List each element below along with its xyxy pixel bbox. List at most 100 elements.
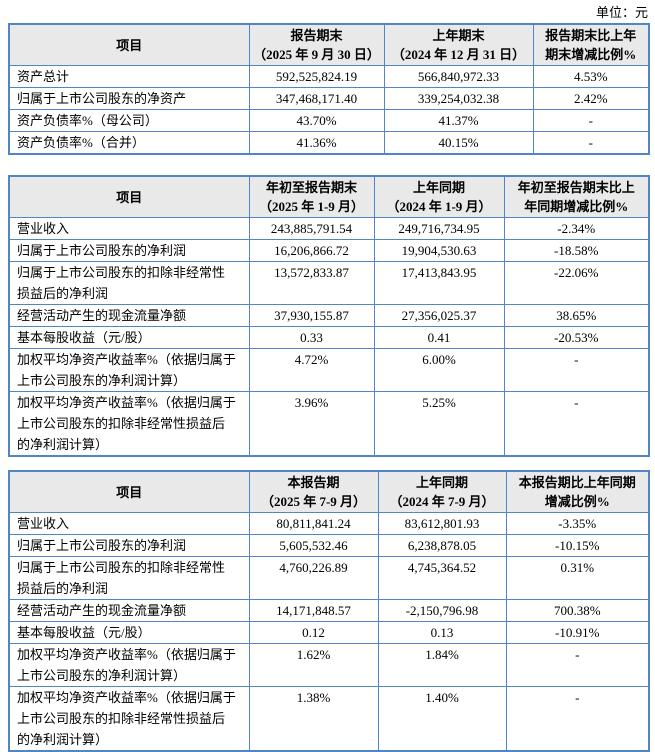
table-row: 归属于上市公司股东的扣除非经常性 损益后的净利润 4,760,226.89 4,74… bbox=[8, 556, 650, 600]
year-to-date-table-container: 项目 年初至报告期末 （2025 年 1-9 月） 上年同期 （2024 年 1-9… bbox=[8, 175, 650, 457]
value-cell: 1.38% bbox=[248, 686, 379, 752]
value-cell: -22.06% bbox=[503, 261, 650, 305]
column-header: 年初至报告期末 （2025 年 1-9 月） bbox=[248, 175, 375, 218]
column-header: 上年同期 （2024 年 1-9 月） bbox=[373, 175, 505, 218]
value-cell: 4.72% bbox=[248, 348, 375, 392]
table-row: 经营活动产生的现金流量净额 14,171,848.57 -2,150,796.98 7… bbox=[8, 599, 650, 622]
column-header: 报告期末 （2025 年 9 月 30 日） bbox=[248, 23, 385, 66]
table-row: 归属于上市公司股东的净利润 5,605,532.46 6,238,878.05 -10… bbox=[8, 534, 650, 557]
value-cell: 0.33 bbox=[248, 326, 375, 349]
row-label: 基本每股收益（元/股） bbox=[8, 621, 250, 644]
value-cell: - bbox=[505, 643, 650, 687]
value-cell: 37,930,155.87 bbox=[248, 304, 375, 327]
value-cell: 0.13 bbox=[377, 621, 507, 644]
value-cell: - bbox=[503, 348, 650, 392]
value-cell: 2.42% bbox=[532, 87, 650, 110]
table-row: 资产负债率%（合并） 41.36% 40.15% - bbox=[8, 131, 650, 155]
value-cell: 566,840,972.33 bbox=[383, 65, 534, 88]
column-header: 上年期末 （2024 年 12 月 31 日） bbox=[383, 23, 534, 66]
value-cell: - bbox=[505, 686, 650, 752]
row-label: 归属于上市公司股东的扣除非经常性 损益后的净利润 bbox=[8, 556, 250, 600]
row-label: 归属于上市公司股东的扣除非经常性 损益后的净利润 bbox=[8, 261, 250, 305]
table-row: 加权平均净资产收益率%（依据归属于 上市公司股东的扣除非经常性损益后 的净利润计… bbox=[8, 686, 650, 752]
value-cell: 6.00% bbox=[373, 348, 505, 392]
current-quarter-table: 项目 本报告期 （2025 年 7-9 月） 上年同期 （2024 年 7-9 月）… bbox=[8, 470, 650, 752]
table-row: 营业收入 80,811,841.24 83,612,801.93 -3.35% bbox=[8, 512, 650, 535]
value-cell: 17,413,843.95 bbox=[373, 261, 505, 305]
table-row: 加权平均净资产收益率%（依据归属于 上市公司股东的净利润计算） 4.72% 6.00… bbox=[8, 348, 650, 392]
value-cell: 41.36% bbox=[248, 131, 385, 155]
value-cell: 249,716,734.95 bbox=[373, 217, 505, 240]
table-row: 归属于上市公司股东的净资产 347,468,171.40 339,254,032.3… bbox=[8, 87, 650, 110]
row-label: 经营活动产生的现金流量净额 bbox=[8, 304, 250, 327]
table-row: 归属于上市公司股东的扣除非经常性 损益后的净利润 13,572,833.87 17,… bbox=[8, 261, 650, 305]
value-cell: 4,745,364.52 bbox=[377, 556, 507, 600]
table-row: 基本每股收益（元/股） 0.12 0.13 -10.91% bbox=[8, 621, 650, 644]
column-header: 本报告期 （2025 年 7-9 月） bbox=[248, 470, 379, 513]
column-header: 项目 bbox=[8, 175, 250, 218]
row-label: 资产负债率%（母公司） bbox=[8, 109, 250, 132]
row-label: 归属于上市公司股东的净资产 bbox=[8, 87, 250, 110]
value-cell: 80,811,841.24 bbox=[248, 512, 379, 535]
column-header: 本报告期比上年同期 增减比例% bbox=[505, 470, 650, 513]
value-cell: 83,612,801.93 bbox=[377, 512, 507, 535]
table-row: 基本每股收益（元/股） 0.33 0.41 -20.53% bbox=[8, 326, 650, 349]
value-cell: - bbox=[503, 391, 650, 457]
value-cell: 700.38% bbox=[505, 599, 650, 622]
table-row: 加权平均净资产收益率%（依据归属于 上市公司股东的扣除非经常性损益后 的净利润计… bbox=[8, 391, 650, 457]
value-cell: 41.37% bbox=[383, 109, 534, 132]
value-cell: 13,572,833.87 bbox=[248, 261, 375, 305]
column-header: 年初至报告期末比上 年同期增减比例% bbox=[503, 175, 650, 218]
row-label: 加权平均净资产收益率%（依据归属于 上市公司股东的扣除非经常性损益后 的净利润计… bbox=[8, 686, 250, 752]
value-cell: - bbox=[532, 131, 650, 155]
column-header: 项目 bbox=[8, 23, 250, 66]
value-cell: -2.34% bbox=[503, 217, 650, 240]
row-label: 加权平均净资产收益率%（依据归属于 上市公司股东的净利润计算） bbox=[8, 643, 250, 687]
row-label: 归属于上市公司股东的净利润 bbox=[8, 534, 250, 557]
value-cell: 4.53% bbox=[532, 65, 650, 88]
row-label: 加权平均净资产收益率%（依据归属于 上市公司股东的扣除非经常性损益后 的净利润计… bbox=[8, 391, 250, 457]
row-label: 营业收入 bbox=[8, 512, 250, 535]
table-row: 资产总计 592,525,824.19 566,840,972.33 4.53% bbox=[8, 65, 650, 88]
value-cell: -10.91% bbox=[505, 621, 650, 644]
value-cell: 1.84% bbox=[377, 643, 507, 687]
value-cell: -2,150,796.98 bbox=[377, 599, 507, 622]
row-label: 营业收入 bbox=[8, 217, 250, 240]
value-cell: 1.40% bbox=[377, 686, 507, 752]
value-cell: 38.65% bbox=[503, 304, 650, 327]
value-cell: 16,206,866.72 bbox=[248, 239, 375, 262]
value-cell: 1.62% bbox=[248, 643, 379, 687]
value-cell: 0.31% bbox=[505, 556, 650, 600]
column-header: 项目 bbox=[8, 470, 250, 513]
current-quarter-table-container: 项目 本报告期 （2025 年 7-9 月） 上年同期 （2024 年 7-9 月）… bbox=[8, 470, 650, 752]
value-cell: 27,356,025.37 bbox=[373, 304, 505, 327]
value-cell: - bbox=[532, 109, 650, 132]
header-row: 项目 报告期末 （2025 年 9 月 30 日） 上年期末 （2024 年 12 … bbox=[8, 23, 650, 66]
year-to-date-table: 项目 年初至报告期末 （2025 年 1-9 月） 上年同期 （2024 年 1-9… bbox=[8, 175, 650, 457]
row-label: 资产总计 bbox=[8, 65, 250, 88]
header-row: 项目 年初至报告期末 （2025 年 1-9 月） 上年同期 （2024 年 1-9… bbox=[8, 175, 650, 218]
value-cell: 14,171,848.57 bbox=[248, 599, 379, 622]
unit-label: 单位：元 bbox=[595, 5, 648, 20]
table-row: 经营活动产生的现金流量净额 37,930,155.87 27,356,025.37 3… bbox=[8, 304, 650, 327]
table-row: 归属于上市公司股东的净利润 16,206,866.72 19,904,530.63-… bbox=[8, 239, 650, 262]
period-end-balance-table: 项目 报告期末 （2025 年 9 月 30 日） 上年期末 （2024 年 12 … bbox=[8, 23, 650, 155]
row-label: 归属于上市公司股东的净利润 bbox=[8, 239, 250, 262]
table-row: 资产负债率%（母公司） 43.70% 41.37% - bbox=[8, 109, 650, 132]
value-cell: 592,525,824.19 bbox=[248, 65, 385, 88]
value-cell: 43.70% bbox=[248, 109, 385, 132]
value-cell: 0.12 bbox=[248, 621, 379, 644]
value-cell: 347,468,171.40 bbox=[248, 87, 385, 110]
value-cell: 5,605,532.46 bbox=[248, 534, 379, 557]
period-end-balance-table-container: 项目 报告期末 （2025 年 9 月 30 日） 上年期末 （2024 年 12 … bbox=[8, 23, 650, 155]
header-row: 项目 本报告期 （2025 年 7-9 月） 上年同期 （2024 年 7-9 月）… bbox=[8, 470, 650, 513]
row-label: 资产负债率%（合并） bbox=[8, 131, 250, 155]
row-label: 加权平均净资产收益率%（依据归属于 上市公司股东的净利润计算） bbox=[8, 348, 250, 392]
column-header: 报告期末比上年 期末增减比例% bbox=[532, 23, 650, 66]
table-row: 加权平均净资产收益率%（依据归属于 上市公司股东的净利润计算） 1.62% 1.84… bbox=[8, 643, 650, 687]
column-header: 上年同期 （2024 年 7-9 月） bbox=[377, 470, 507, 513]
value-cell: 5.25% bbox=[373, 391, 505, 457]
value-cell: 6,238,878.05 bbox=[377, 534, 507, 557]
table-row: 营业收入 243,885,791.54 249,716,734.95 -2.34% bbox=[8, 217, 650, 240]
value-cell: -10.15% bbox=[505, 534, 650, 557]
